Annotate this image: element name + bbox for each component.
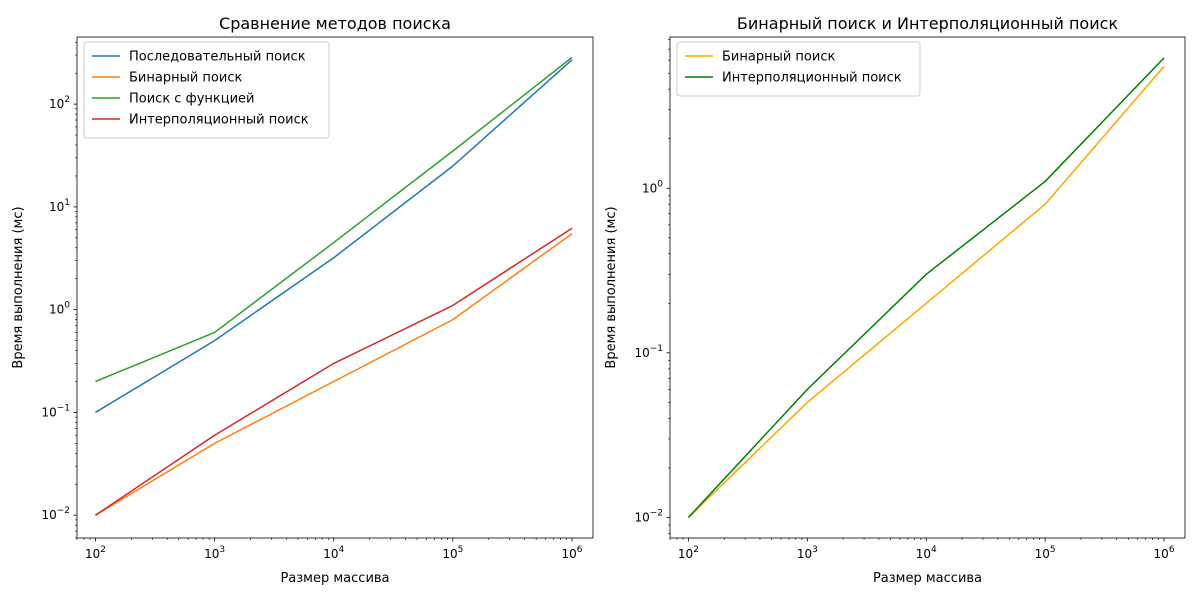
x-tick-base: 10 bbox=[678, 547, 693, 561]
y-axis-label: Время выполнения (мс) bbox=[11, 206, 26, 368]
x-tick-label: 105 bbox=[442, 545, 463, 561]
x-tick-exponent: 5 bbox=[458, 545, 464, 555]
y-tick-exponent: 0 bbox=[64, 301, 70, 311]
x-tick-base: 10 bbox=[797, 547, 812, 561]
x-tick-base: 10 bbox=[562, 547, 577, 561]
legend: Бинарный поиск Интерполяционный поиск bbox=[676, 41, 921, 97]
x-tick-base: 10 bbox=[442, 547, 457, 561]
legend-label-3: Поиск с функцией bbox=[129, 92, 255, 107]
y-tick-exponent: −2 bbox=[650, 508, 663, 518]
y-axis-label: Время выполнения (мс) bbox=[604, 206, 619, 368]
y-tick-base: 10 bbox=[634, 346, 649, 360]
y-tick-exponent: −2 bbox=[57, 506, 70, 516]
legend-label-2: Бинарный поиск bbox=[129, 71, 242, 86]
x-tick-exponent: 3 bbox=[812, 545, 818, 555]
y-tick-base: 10 bbox=[634, 510, 649, 524]
series-line-2 bbox=[95, 232, 573, 516]
x-tick-label: 103 bbox=[204, 545, 225, 561]
legend-box bbox=[83, 41, 330, 139]
x-tick-exponent: 4 bbox=[339, 545, 345, 555]
y-tick-label: 10−1 bbox=[41, 403, 70, 419]
x-tick-exponent: 3 bbox=[219, 545, 225, 555]
series-group bbox=[95, 56, 573, 516]
chart-title: Бинарный поиск и Интерполяционный поиск bbox=[737, 14, 1118, 33]
y-tick-label: 100 bbox=[49, 301, 70, 317]
y-tick-label: 10−2 bbox=[634, 508, 663, 524]
chart-title: Сравнение методов поиска bbox=[219, 14, 451, 33]
x-tick-label: 102 bbox=[678, 545, 699, 561]
y-tick-exponent: −1 bbox=[650, 344, 663, 354]
series-group bbox=[687, 57, 1165, 518]
y-tick-exponent: 2 bbox=[64, 95, 70, 105]
y-tick-base: 10 bbox=[41, 405, 56, 419]
x-tick-exponent: 6 bbox=[577, 545, 583, 555]
x-tick-exponent: 2 bbox=[693, 545, 699, 555]
legend: Последовательный поиск Бинарный поиск Поис… bbox=[83, 41, 330, 139]
legend-box bbox=[676, 41, 921, 97]
x-tick-exponent: 4 bbox=[931, 545, 937, 555]
x-tick-base: 10 bbox=[916, 547, 931, 561]
x-tick-label: 104 bbox=[916, 545, 937, 561]
y-tick-base: 10 bbox=[49, 97, 64, 111]
x-tick-label: 102 bbox=[85, 545, 106, 561]
y-tick-label: 10−2 bbox=[41, 506, 70, 522]
axes-frame bbox=[669, 36, 1186, 539]
axes-frame bbox=[76, 36, 594, 539]
legend-label-4: Интерполяционный поиск bbox=[129, 113, 309, 128]
y-tick-exponent: 0 bbox=[657, 179, 663, 189]
series-line-1 bbox=[95, 59, 573, 414]
series-line-3 bbox=[95, 56, 573, 383]
series-line-4 bbox=[95, 227, 573, 516]
x-tick-label: 106 bbox=[562, 545, 583, 561]
series-line-2 bbox=[687, 57, 1165, 518]
y-tick-label: 10−1 bbox=[634, 344, 663, 360]
y-tick-base: 10 bbox=[642, 181, 657, 195]
y-tick-label: 101 bbox=[49, 198, 70, 214]
legend-label-2: Интерполяционный поиск bbox=[722, 71, 902, 86]
x-tick-base: 10 bbox=[204, 547, 219, 561]
x-tick-base: 10 bbox=[1035, 547, 1050, 561]
x-tick-base: 10 bbox=[85, 547, 100, 561]
y-tick-base: 10 bbox=[49, 303, 64, 317]
x-tick-label: 104 bbox=[323, 545, 344, 561]
x-tick-exponent: 6 bbox=[1169, 545, 1175, 555]
legend-label-1: Последовательный поиск bbox=[129, 50, 306, 65]
x-axis-label: Размер массива bbox=[873, 571, 982, 586]
x-tick-exponent: 2 bbox=[100, 545, 106, 555]
y-tick-base: 10 bbox=[41, 508, 56, 522]
x-tick-base: 10 bbox=[1154, 547, 1169, 561]
x-axis-label: Размер массива bbox=[280, 571, 389, 586]
y-tick-label: 102 bbox=[49, 95, 70, 111]
x-tick-label: 103 bbox=[797, 545, 818, 561]
y-tick-base: 10 bbox=[49, 200, 64, 214]
series-line-1 bbox=[687, 65, 1165, 518]
x-tick-base: 10 bbox=[323, 547, 338, 561]
y-tick-label: 100 bbox=[642, 179, 663, 195]
y-tick-exponent: 1 bbox=[64, 198, 70, 208]
legend-label-1: Бинарный поиск bbox=[722, 50, 835, 65]
x-tick-exponent: 5 bbox=[1050, 545, 1056, 555]
y-tick-exponent: −1 bbox=[57, 403, 70, 413]
chart-panel-2: Бинарный поиск и Интерполяционный поиск 1… bbox=[604, 14, 1186, 586]
x-tick-label: 105 bbox=[1035, 545, 1056, 561]
x-tick-label: 106 bbox=[1154, 545, 1175, 561]
